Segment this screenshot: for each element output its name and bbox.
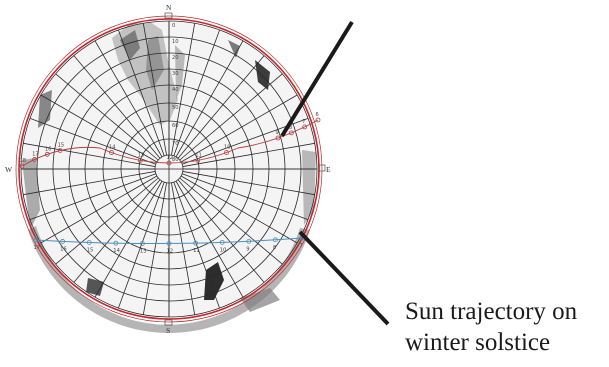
summer-hour-label: 15 <box>58 143 65 149</box>
winter-hour-label: 17 <box>34 245 41 251</box>
summer-hour-label: 14 <box>109 145 116 151</box>
caption-line-1: Sun trajectory on <box>405 296 605 327</box>
elevation-label: 30 <box>172 71 179 77</box>
compass-east: E <box>326 165 331 174</box>
winter-hour-label: 8 <box>273 245 276 251</box>
south-marker <box>165 320 172 325</box>
caption-line-2: winter solstice <box>405 327 605 358</box>
north-marker <box>165 13 172 18</box>
summer-hour-label: 7 <box>302 119 305 125</box>
pointer-lower <box>300 232 388 324</box>
compass-north: N <box>166 3 172 12</box>
elevation-label: 10 <box>172 39 179 45</box>
summer-hour-label: 17 <box>32 151 39 157</box>
summer-hour-label: 6 <box>316 112 319 118</box>
elevation-label: 70 <box>172 141 179 147</box>
compass-west: W <box>5 165 13 174</box>
elevation-label: 40 <box>172 87 179 93</box>
winter-hour-label: 15 <box>87 247 94 253</box>
elevation-label: 20 <box>172 55 179 61</box>
winter-hour-label: 13 <box>140 249 147 255</box>
summer-hour-label: 11 <box>195 152 202 158</box>
summer-hour-label: 12 <box>167 155 174 161</box>
compass-south: S <box>166 326 170 335</box>
winter-hour-label: 16 <box>60 246 67 252</box>
summer-hour-label: 13 <box>138 152 145 158</box>
winter-hour-label: 11 <box>193 248 200 254</box>
winter-hour-label: 12 <box>167 249 174 255</box>
winter-hour-label: 10 <box>220 247 227 253</box>
caption: Sun trajectory on winter solstice <box>405 296 605 358</box>
winter-hour-label: 7 <box>300 243 303 249</box>
summer-hour-label: 18 <box>20 158 27 164</box>
elevation-label: 0 <box>172 23 175 29</box>
summer-hour-label: 16 <box>45 146 52 152</box>
elevation-label: 50 <box>172 105 179 111</box>
elevation-label: 60 <box>172 123 179 129</box>
winter-hour-label: 9 <box>246 246 249 252</box>
summer-hour-label: 9 <box>276 130 279 136</box>
winter-hour-label: 14 <box>113 248 120 254</box>
summer-hour-label: 10 <box>224 145 231 151</box>
